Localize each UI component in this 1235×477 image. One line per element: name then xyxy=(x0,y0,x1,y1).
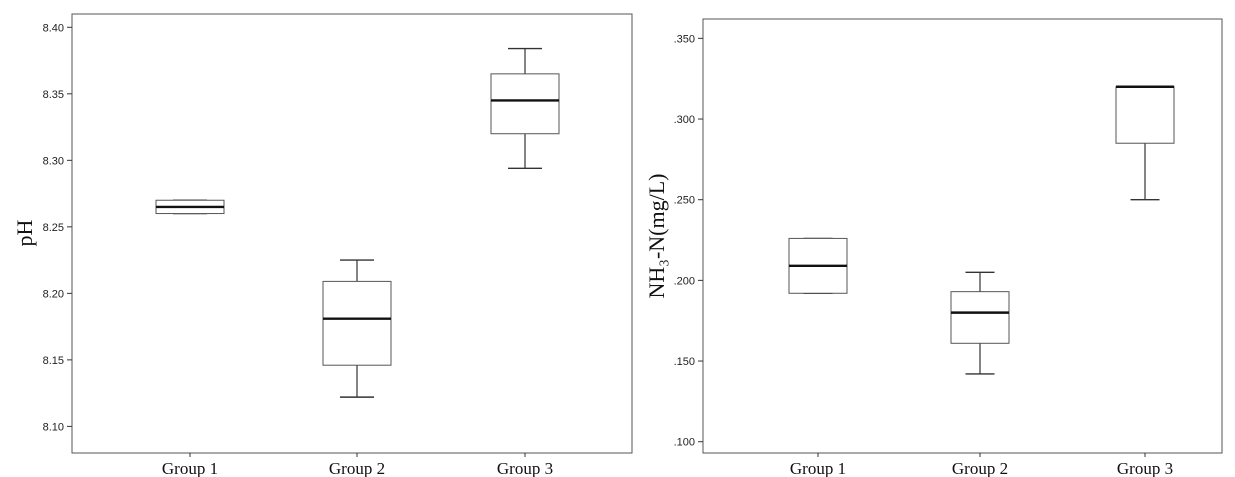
box-3 xyxy=(1115,85,1175,201)
x-tick-label: Group 1 xyxy=(162,459,218,477)
ph-boxplot: 8.10 8.15 8.20 8.25 8.30 8.35 8.40 Group 1 Group… xyxy=(12,13,633,477)
y-tick-label: 8.10 xyxy=(43,421,64,433)
box-1 xyxy=(788,237,848,294)
y-axis-label: pH xyxy=(12,219,37,246)
y-tick-label: .200 xyxy=(674,275,695,287)
x-tick-label: Group 2 xyxy=(329,459,385,477)
y-tick-label: 8.30 xyxy=(43,155,64,167)
x-tick-label: Group 3 xyxy=(497,459,553,477)
y-tick-label: 8.25 xyxy=(43,222,64,234)
iqr-box xyxy=(1115,86,1175,144)
y-tick-label: .300 xyxy=(674,114,695,126)
x-tick-label: Group 1 xyxy=(790,459,846,477)
x-tick-label: Group 2 xyxy=(952,459,1008,477)
x-tick-label: Group 3 xyxy=(1117,459,1173,477)
plot-frame xyxy=(702,18,1223,454)
y-tick-label: 8.35 xyxy=(43,89,64,101)
y-tick-label: 8.40 xyxy=(43,22,64,34)
y-tick-label: 8.15 xyxy=(43,355,64,367)
y-tick-label: 8.20 xyxy=(43,288,64,300)
y-tick-label: .350 xyxy=(674,33,695,45)
y-axis-label: NH₃-N(mg/L) xyxy=(644,174,669,299)
box-2 xyxy=(950,271,1010,375)
box-1 xyxy=(155,199,225,215)
y-tick-label: .250 xyxy=(674,195,695,207)
nh3n-boxplot: .100 .150 .200 .250 .300 .350 Group 1 Group 2 Gr… xyxy=(644,18,1223,477)
box-2 xyxy=(322,259,392,398)
iqr-box xyxy=(950,291,1010,344)
plot-frame xyxy=(71,13,633,454)
iqr-box xyxy=(322,280,392,366)
y-tick-label: .100 xyxy=(674,437,695,449)
y-tick-label: .150 xyxy=(674,356,695,368)
box-3 xyxy=(490,47,560,170)
iqr-box xyxy=(490,73,560,135)
